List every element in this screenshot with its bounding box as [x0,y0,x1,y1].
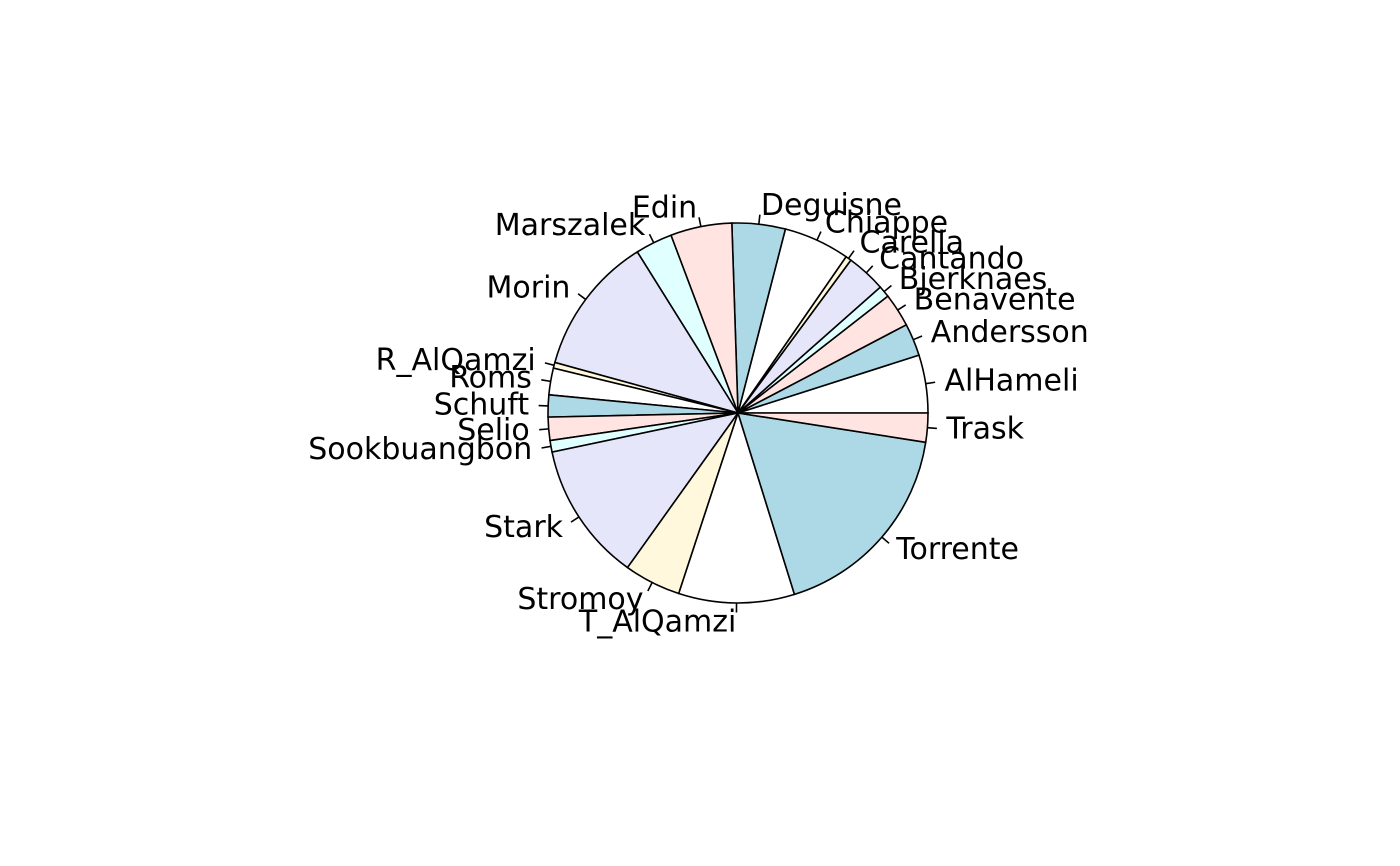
tick-stark [570,516,580,523]
tick-r-alqamzi [544,362,555,367]
pie-slices [547,222,929,604]
label-edin: Edin [632,191,697,226]
tick-sookbuangbon [541,445,552,449]
label-andersson: Andersson [931,315,1089,350]
label-selio: Selio [457,413,530,448]
tick-cantando [865,265,874,274]
slice-t-alqamzi [677,410,796,604]
slice-stark [551,411,740,569]
tick-selio [539,428,549,431]
label-ticks [538,214,937,613]
label-roms: Roms [449,361,532,396]
label-trask: Trask [945,412,1024,447]
slice-morin [553,250,740,415]
tick-chiappe [816,231,822,241]
slice-torrente [736,412,927,596]
tick-benavente [897,304,907,311]
tick-deguisne [758,214,761,225]
tick-carella [847,250,855,259]
label-r-alqamzi: R_AlQamzi [376,343,536,378]
label-bjerknaes: Bjerknaes [899,262,1048,297]
tick-alhameli [925,381,936,385]
tick-andersson [912,335,923,341]
tick-bjerknaes [883,284,892,293]
label-schuft: Schuft [434,388,530,423]
tick-trask [927,426,937,430]
label-alhameli: AlHameli [945,363,1079,398]
label-t-alqamzi: T_AlQamzi [578,604,737,639]
tick-morin [577,293,587,301]
label-stark: Stark [484,510,564,545]
tick-roms [541,379,551,383]
label-stromoy: Stromoy [517,582,643,617]
label-benavente: Benavente [914,282,1076,317]
label-cantando: Cantando [879,241,1024,276]
tick-marszalek [648,233,655,244]
label-sookbuangbon: Sookbuangbon [308,432,532,467]
tick-torrente [881,536,890,544]
tick-edin [698,217,702,227]
label-chiappe: Chiappe [825,205,948,240]
label-morin: Morin [487,271,571,306]
label-torrente: Torrente [895,532,1019,567]
label-marszalek: Marszalek [495,208,646,243]
label-carella: Carella [860,225,965,260]
label-deguisne: Deguisne [761,188,902,223]
slice-labels: AlHameli AnderssonBenaventeBjerknaesCanta… [308,188,1089,640]
tick-stromoy [647,582,653,592]
